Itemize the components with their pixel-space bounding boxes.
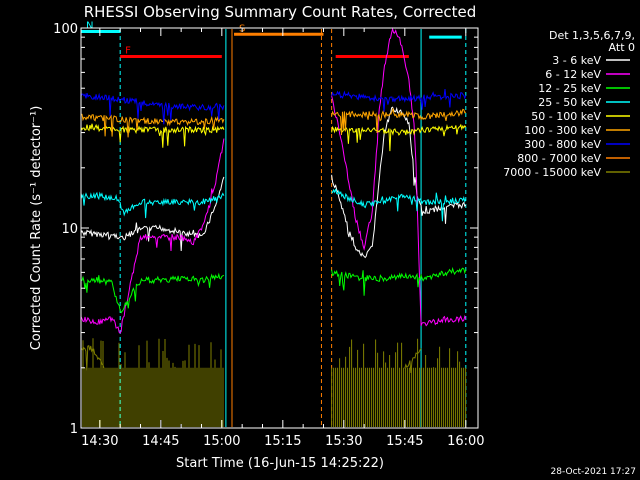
x-tick-label-0: 14:30 xyxy=(81,434,118,449)
series-line-5-0 xyxy=(80,113,225,138)
x-tick-label-2: 15:00 xyxy=(203,434,240,449)
legend-label-5: 100 - 300 keV xyxy=(524,124,601,137)
legend-label-3: 25 - 50 keV xyxy=(538,96,601,109)
series-line-1-0 xyxy=(80,138,225,334)
series-line-3-0 xyxy=(80,191,225,219)
series-line-2-1 xyxy=(331,266,467,296)
x-tick-label-5: 15:45 xyxy=(386,434,423,449)
y-tick-label-1: 10 xyxy=(61,222,78,237)
flag-label-0: N xyxy=(86,21,93,32)
axes-ticks: 14:30 14:45 15:00 15:15 15:30 15:45 16:00 1 10 10… xyxy=(53,22,484,449)
flag-label-1: F xyxy=(125,46,131,57)
y-tick-label-0: 1 xyxy=(70,422,78,437)
detector-info-line-2: Att 0 xyxy=(609,41,635,54)
series-line-6-1 xyxy=(331,89,467,112)
series-line-6-0 xyxy=(80,92,225,125)
legend-label-1: 6 - 12 keV xyxy=(545,68,601,81)
timestamp: 28-Oct-2021 17:27 xyxy=(551,467,636,477)
legend-label-2: 12 - 25 keV xyxy=(538,82,601,95)
legend-label-8: 7000 - 15000 keV xyxy=(503,166,601,179)
legend-label-7: 800 - 7000 keV xyxy=(517,152,601,165)
x-tick-label-1: 14:45 xyxy=(142,434,179,449)
chart-title: RHESSI Observing Summary Count Rates, Co… xyxy=(84,3,477,21)
x-tick-label-3: 15:15 xyxy=(264,434,301,449)
detector-info-line-1: Det 1,3,5,6,7,9, xyxy=(549,29,635,42)
plot-area: NFS xyxy=(80,21,467,427)
x-axis-label: Start Time (16-Jun-15 14:25:22) xyxy=(176,456,384,471)
x-tick-label-4: 15:30 xyxy=(325,434,362,449)
series-line-8-4 xyxy=(404,348,422,373)
series-line-3-1 xyxy=(331,188,467,222)
series-line-4-1 xyxy=(331,123,467,152)
series-line-1-1 xyxy=(331,27,467,327)
olive-band-1 xyxy=(331,338,467,427)
series-line-2-0 xyxy=(80,272,225,314)
y-axis-label: Corrected Count Rate (s⁻¹ detector⁻¹) xyxy=(29,106,44,351)
series-line-0-0 xyxy=(80,176,225,252)
x-tick-label-6: 16:00 xyxy=(447,434,484,449)
legend-label-4: 50 - 100 keV xyxy=(531,110,601,123)
series-line-5-1 xyxy=(331,107,467,136)
legend-label-6: 300 - 800 keV xyxy=(524,138,601,151)
legend-label-0: 3 - 6 keV xyxy=(552,54,601,67)
y-tick-label-2: 100 xyxy=(53,22,78,37)
series-line-8-0 xyxy=(81,345,105,371)
